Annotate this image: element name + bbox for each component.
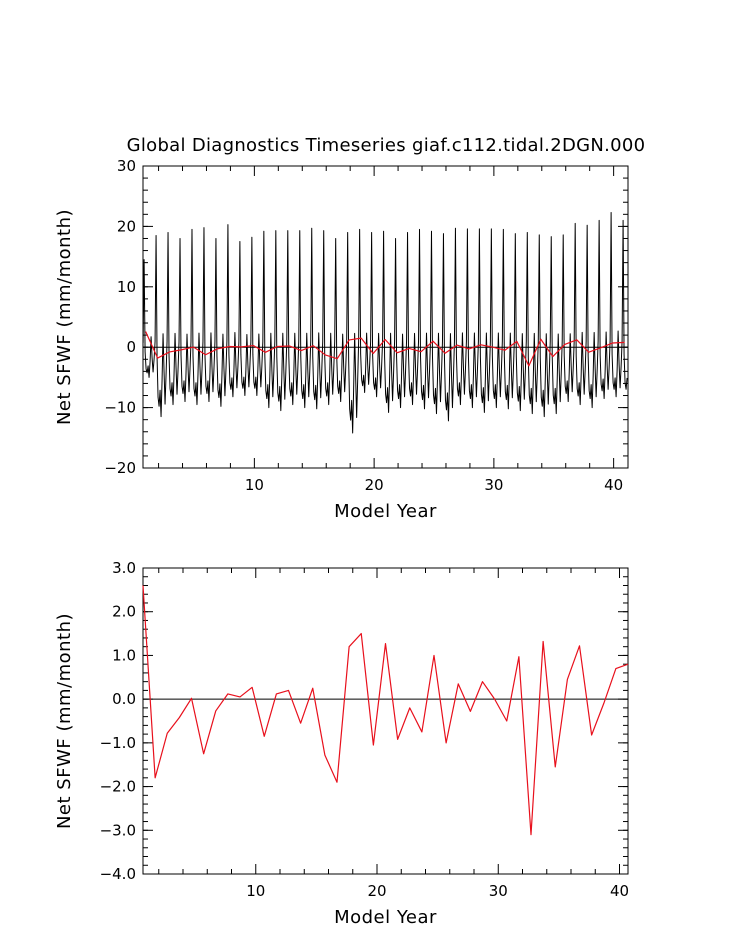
x-tick-label: 20 (367, 882, 386, 900)
y-tick-label: 3.0 (112, 559, 136, 577)
y-tick-label: 2.0 (112, 603, 136, 621)
series-line-annual-mean (145, 331, 625, 367)
y-tick-label: 10 (117, 278, 136, 296)
figure-title: Global Diagnostics Timeseries giaf.c112.… (127, 135, 646, 156)
y-tick-label: −10 (104, 399, 136, 417)
x-tick-label: 10 (245, 476, 264, 494)
y-tick-label: −2.0 (100, 778, 136, 796)
y-axis-label: Net SFWF (mm/month) (54, 209, 75, 425)
y-tick-label: −20 (104, 459, 136, 477)
bottom-panel: −4.0 −3.0 −2.0 −1.0 0.0 1.0 2.0 3.0 10 20 30 40 Mode… (54, 559, 629, 928)
series-line-annual-mean (142, 585, 629, 836)
x-tick-label: 10 (246, 882, 265, 900)
x-tick-label: 30 (489, 882, 508, 900)
x-tick-label: 40 (610, 882, 629, 900)
x-tick-label: 40 (604, 476, 623, 494)
x-tick-label: 20 (365, 476, 384, 494)
y-tick-label: 1.0 (112, 646, 136, 664)
y-tick-label: 0 (126, 338, 136, 356)
x-axis-label: Model Year (334, 501, 437, 522)
top-panel: −20 −10 0 10 20 30 10 20 30 40 Model Year Net SFWF … (54, 157, 629, 522)
x-axis-label: Model Year (334, 907, 437, 928)
y-tick-label: −4.0 (100, 865, 136, 883)
y-tick-label: 20 (117, 217, 136, 235)
y-tick-label: 30 (117, 157, 136, 175)
y-tick-label: 0.0 (112, 690, 136, 708)
y-tick-label: −3.0 (100, 821, 136, 839)
x-tick-label: 30 (484, 476, 503, 494)
y-tick-label: −1.0 (100, 734, 136, 752)
y-axis-label: Net SFWF (mm/month) (54, 613, 75, 829)
plot-frame (142, 165, 629, 469)
plot-frame (142, 567, 629, 875)
series-line-monthly (142, 212, 628, 434)
